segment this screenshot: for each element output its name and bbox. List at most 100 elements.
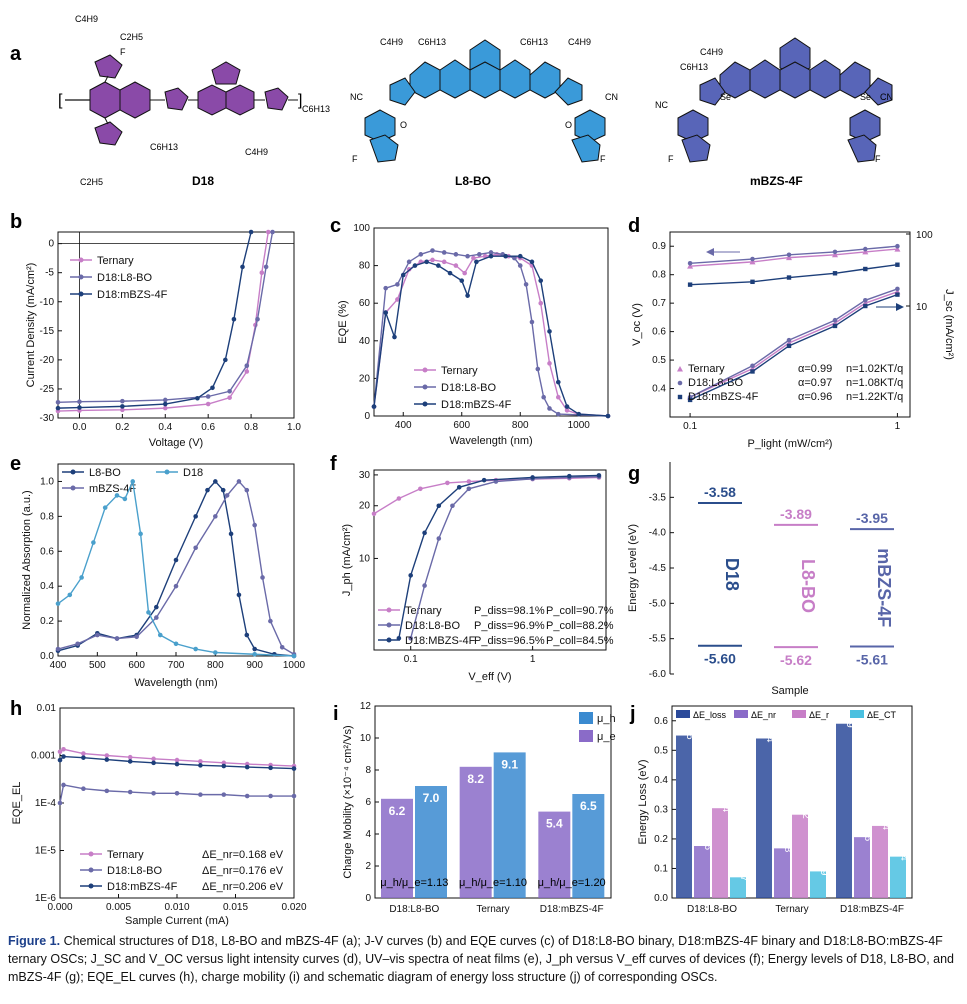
ylabel-g: Energy Level (eV) — [627, 524, 639, 612]
svg-text:Se: Se — [720, 92, 731, 102]
pt-c-1-12 — [512, 255, 517, 261]
pt-h-2-8 — [221, 763, 227, 769]
legend-j-swatch-1 — [734, 710, 748, 718]
svg-text:C4H9: C4H9 — [245, 147, 268, 157]
xtick-label-h-3: 0.015 — [223, 902, 248, 913]
ytick-label-d-5: 0.9 — [652, 241, 666, 252]
xtick-label-f-1: 1 — [530, 654, 536, 665]
xtick-label-f-0: 0.1 — [404, 654, 418, 665]
pt-b-1-5 — [227, 388, 232, 394]
pt-f-1-3 — [450, 503, 455, 509]
chart-h: h 0.000 0.005 0.010 0.015 0.020 0.01 0.001 1E-4 1… — [10, 698, 307, 927]
bar-i-2-0 — [538, 811, 571, 898]
pt-e-0-6 — [173, 557, 179, 563]
bar-i-2-1 — [572, 794, 605, 898]
pt-c-1-18 — [547, 406, 552, 411]
svg-text:F: F — [352, 154, 358, 164]
legend-d-0: Ternary — [688, 363, 725, 375]
svg-text:C6H13: C6H13 — [520, 37, 548, 47]
bar-label-j-0-3: 0.07 — [738, 862, 749, 882]
pt-b-1-6 — [244, 363, 250, 368]
pt-c-1-17 — [541, 394, 546, 400]
category-i-2: D18:mBZS-4F — [540, 904, 604, 915]
pt-c-0-15 — [538, 300, 544, 306]
pt-h-1-9 — [244, 793, 250, 799]
jsc-d-0 — [689, 291, 898, 398]
pt-c-2-20 — [605, 413, 611, 419]
category-j-2: D18:mBZS-4F — [840, 904, 904, 915]
legend-h-dE-1: ΔE_nr=0.176 eV — [202, 865, 284, 877]
xtick-label-b-2: 0.4 — [158, 422, 172, 433]
pt-c-2-2 — [392, 334, 397, 340]
legend-f-pcoll-0: P_coll=90.7% — [546, 605, 614, 617]
xlabel-d: P_light (mW/cm²) — [748, 438, 833, 450]
panel-letter-b: b — [10, 211, 22, 233]
xtick-label-e-2: 600 — [128, 660, 145, 671]
ylabel-j: Energy Loss (eV) — [637, 760, 649, 845]
legend-b-1-label: D18:L8-BO — [97, 272, 152, 284]
arrow-left-head-d — [706, 248, 714, 256]
pt-c-1-3 — [406, 259, 412, 265]
bar-label-j-2-1: 0.206 — [862, 816, 873, 841]
pt-b-1-8 — [263, 264, 269, 270]
ytick-label-b-2: -10 — [40, 297, 55, 308]
pt-b-1-0 — [55, 400, 61, 405]
legend-d-2: D18:mBZS-4F — [688, 391, 759, 403]
pt-e-2-14 — [252, 651, 257, 657]
xlabel-e: Wavelength (nm) — [134, 677, 217, 689]
pt-c-2-10 — [474, 259, 479, 265]
pt-e-1-3 — [114, 636, 120, 641]
bar-i-0-1 — [415, 786, 447, 898]
panel-letter-h: h — [10, 698, 22, 720]
legend-j-swatch-3 — [850, 710, 864, 718]
caption-text: Chemical structures of D18, L8-BO and mB… — [8, 934, 954, 984]
pt-e-1-9 — [224, 493, 230, 498]
voc-d-0 — [690, 248, 898, 267]
svg-text:F: F — [120, 47, 126, 57]
pt-c-1-9 — [477, 252, 482, 257]
voc-pt-d-0-0 — [687, 263, 694, 269]
ytick-label-i-1: 2 — [365, 861, 371, 872]
chart-g: g -3.5 -4.0 -4.5 -5.0 -5.5 -6.0 Sample Energy Le… — [627, 462, 894, 697]
xtick-label-h-2: 0.010 — [164, 902, 189, 913]
ytick-label-j-3: 0.3 — [654, 804, 668, 815]
pt-h-1-0 — [57, 800, 63, 806]
l8bo-structure: C4H9 C6H13 C6H13 C4H9 NC CN O O F F L8-B… — [350, 37, 618, 188]
voc-pt-d-2-2 — [786, 275, 792, 280]
legend-h-2-label: D18:mBZS-4F — [107, 881, 178, 893]
pt-f-0-3 — [445, 480, 450, 486]
pt-f-1-4 — [466, 486, 472, 492]
panel-letter-c: c — [330, 215, 341, 237]
legend-d-marker-1-0 — [677, 380, 683, 386]
svg-text:C6H13: C6H13 — [302, 104, 330, 114]
svg-text:Se: Se — [860, 92, 871, 102]
svg-text:NC: NC — [655, 100, 668, 110]
pt-c-2-15 — [538, 278, 544, 283]
series-b-1 — [57, 231, 274, 404]
xtick-label-h-1: 0.005 — [106, 902, 131, 913]
pt-b-0-9 — [265, 229, 271, 235]
legend-d-n-0: n=1.02KT/q — [846, 363, 903, 375]
pt-h-0-3 — [104, 753, 110, 758]
voc-pt-d-0-2 — [786, 254, 793, 261]
pt-e-1-13 — [260, 575, 265, 580]
legend-e-0-marker — [70, 469, 76, 475]
pt-e-2-5 — [114, 493, 120, 498]
pt-b-0-6 — [244, 369, 250, 374]
jsc-pt-d-1-1 — [750, 363, 755, 369]
ytick-label-e-5: 1.0 — [40, 476, 54, 487]
xtick-label-d-1: 1 — [895, 421, 901, 432]
svg-text:F: F — [668, 154, 674, 164]
ytick-label-c-5: 100 — [353, 223, 370, 234]
legend-h-dE-2: ΔE_nr=0.206 eV — [202, 881, 284, 893]
pt-h-1-1 — [61, 782, 66, 788]
pt-h-0-5 — [151, 756, 156, 762]
pt-e-2-15 — [291, 653, 297, 659]
jsc-pt-d-2-3 — [832, 323, 838, 329]
bar-label-j-1-1: 0.168 — [782, 827, 793, 852]
pt-h-2-1 — [61, 754, 66, 759]
pt-e-1-0 — [55, 646, 61, 652]
pt-e-2-4 — [102, 505, 108, 510]
panel-letter-a: a — [10, 43, 22, 65]
pt-e-2-6 — [122, 496, 128, 502]
